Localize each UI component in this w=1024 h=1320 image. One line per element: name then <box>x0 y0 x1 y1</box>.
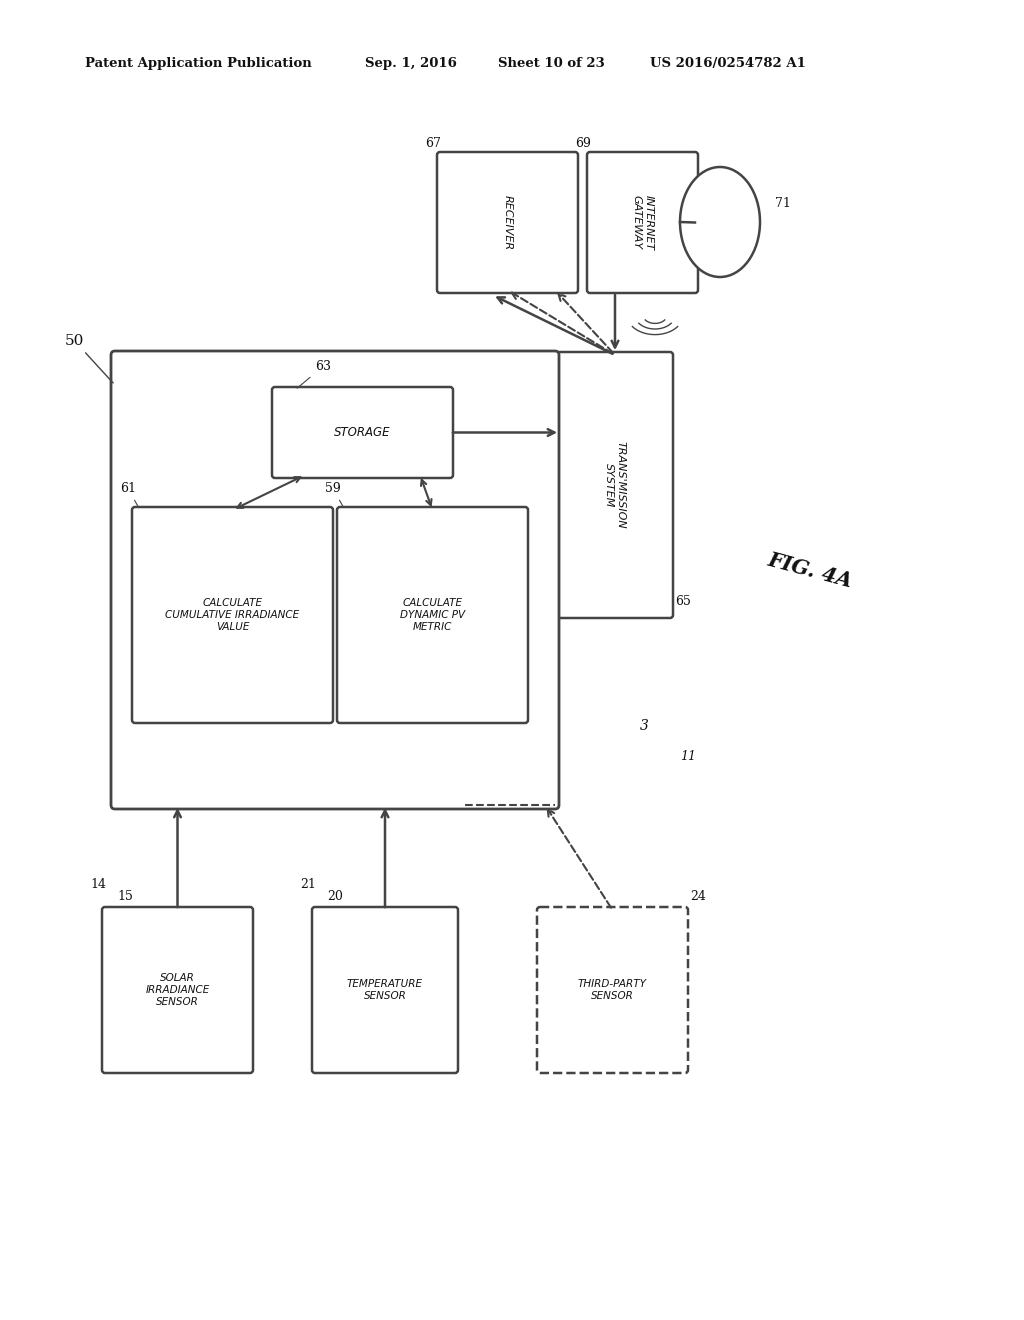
Text: 11: 11 <box>680 750 696 763</box>
FancyBboxPatch shape <box>111 351 559 809</box>
Text: FIG. 4A: FIG. 4A <box>765 549 855 591</box>
FancyBboxPatch shape <box>337 507 528 723</box>
FancyBboxPatch shape <box>537 907 688 1073</box>
Text: STORAGE: STORAGE <box>334 426 391 440</box>
FancyBboxPatch shape <box>102 907 253 1073</box>
Text: 67: 67 <box>425 137 441 150</box>
FancyBboxPatch shape <box>437 152 578 293</box>
Ellipse shape <box>680 168 760 277</box>
Text: CALCULATE
CUMULATIVE IRRADIANCE
VALUE: CALCULATE CUMULATIVE IRRADIANCE VALUE <box>166 598 300 631</box>
Text: 63: 63 <box>297 360 331 388</box>
Text: 59: 59 <box>325 482 344 508</box>
Text: 15: 15 <box>117 890 133 903</box>
Text: Patent Application Publication: Patent Application Publication <box>85 57 311 70</box>
Text: 14: 14 <box>90 878 106 891</box>
Text: 61: 61 <box>120 482 138 508</box>
Text: 65: 65 <box>675 595 691 609</box>
Text: 71: 71 <box>775 197 791 210</box>
Text: 3: 3 <box>640 719 649 733</box>
FancyBboxPatch shape <box>132 507 333 723</box>
Text: THIRD-PARTY
SENSOR: THIRD-PARTY SENSOR <box>578 979 647 1001</box>
Text: Sep. 1, 2016: Sep. 1, 2016 <box>365 57 457 70</box>
Text: RECEIVER: RECEIVER <box>503 195 512 249</box>
FancyBboxPatch shape <box>272 387 453 478</box>
FancyBboxPatch shape <box>312 907 458 1073</box>
FancyBboxPatch shape <box>557 352 673 618</box>
Text: INTERNET
GATEWAY: INTERNET GATEWAY <box>632 195 653 249</box>
Text: 20: 20 <box>327 890 343 903</box>
Text: 69: 69 <box>575 137 591 150</box>
Text: Sheet 10 of 23: Sheet 10 of 23 <box>498 57 605 70</box>
Text: TRANS'MISSION
SYSTEM: TRANS'MISSION SYSTEM <box>604 441 626 529</box>
Text: 24: 24 <box>690 890 706 903</box>
Text: 21: 21 <box>300 878 315 891</box>
Text: 50: 50 <box>65 334 113 383</box>
Text: SOLAR
IRRADIANCE
SENSOR: SOLAR IRRADIANCE SENSOR <box>145 973 210 1007</box>
Text: TEMPERATURE
SENSOR: TEMPERATURE SENSOR <box>347 979 423 1001</box>
Text: CALCULATE
DYNAMIC PV
METRIC: CALCULATE DYNAMIC PV METRIC <box>400 598 465 631</box>
FancyBboxPatch shape <box>587 152 698 293</box>
Text: US 2016/0254782 A1: US 2016/0254782 A1 <box>650 57 806 70</box>
